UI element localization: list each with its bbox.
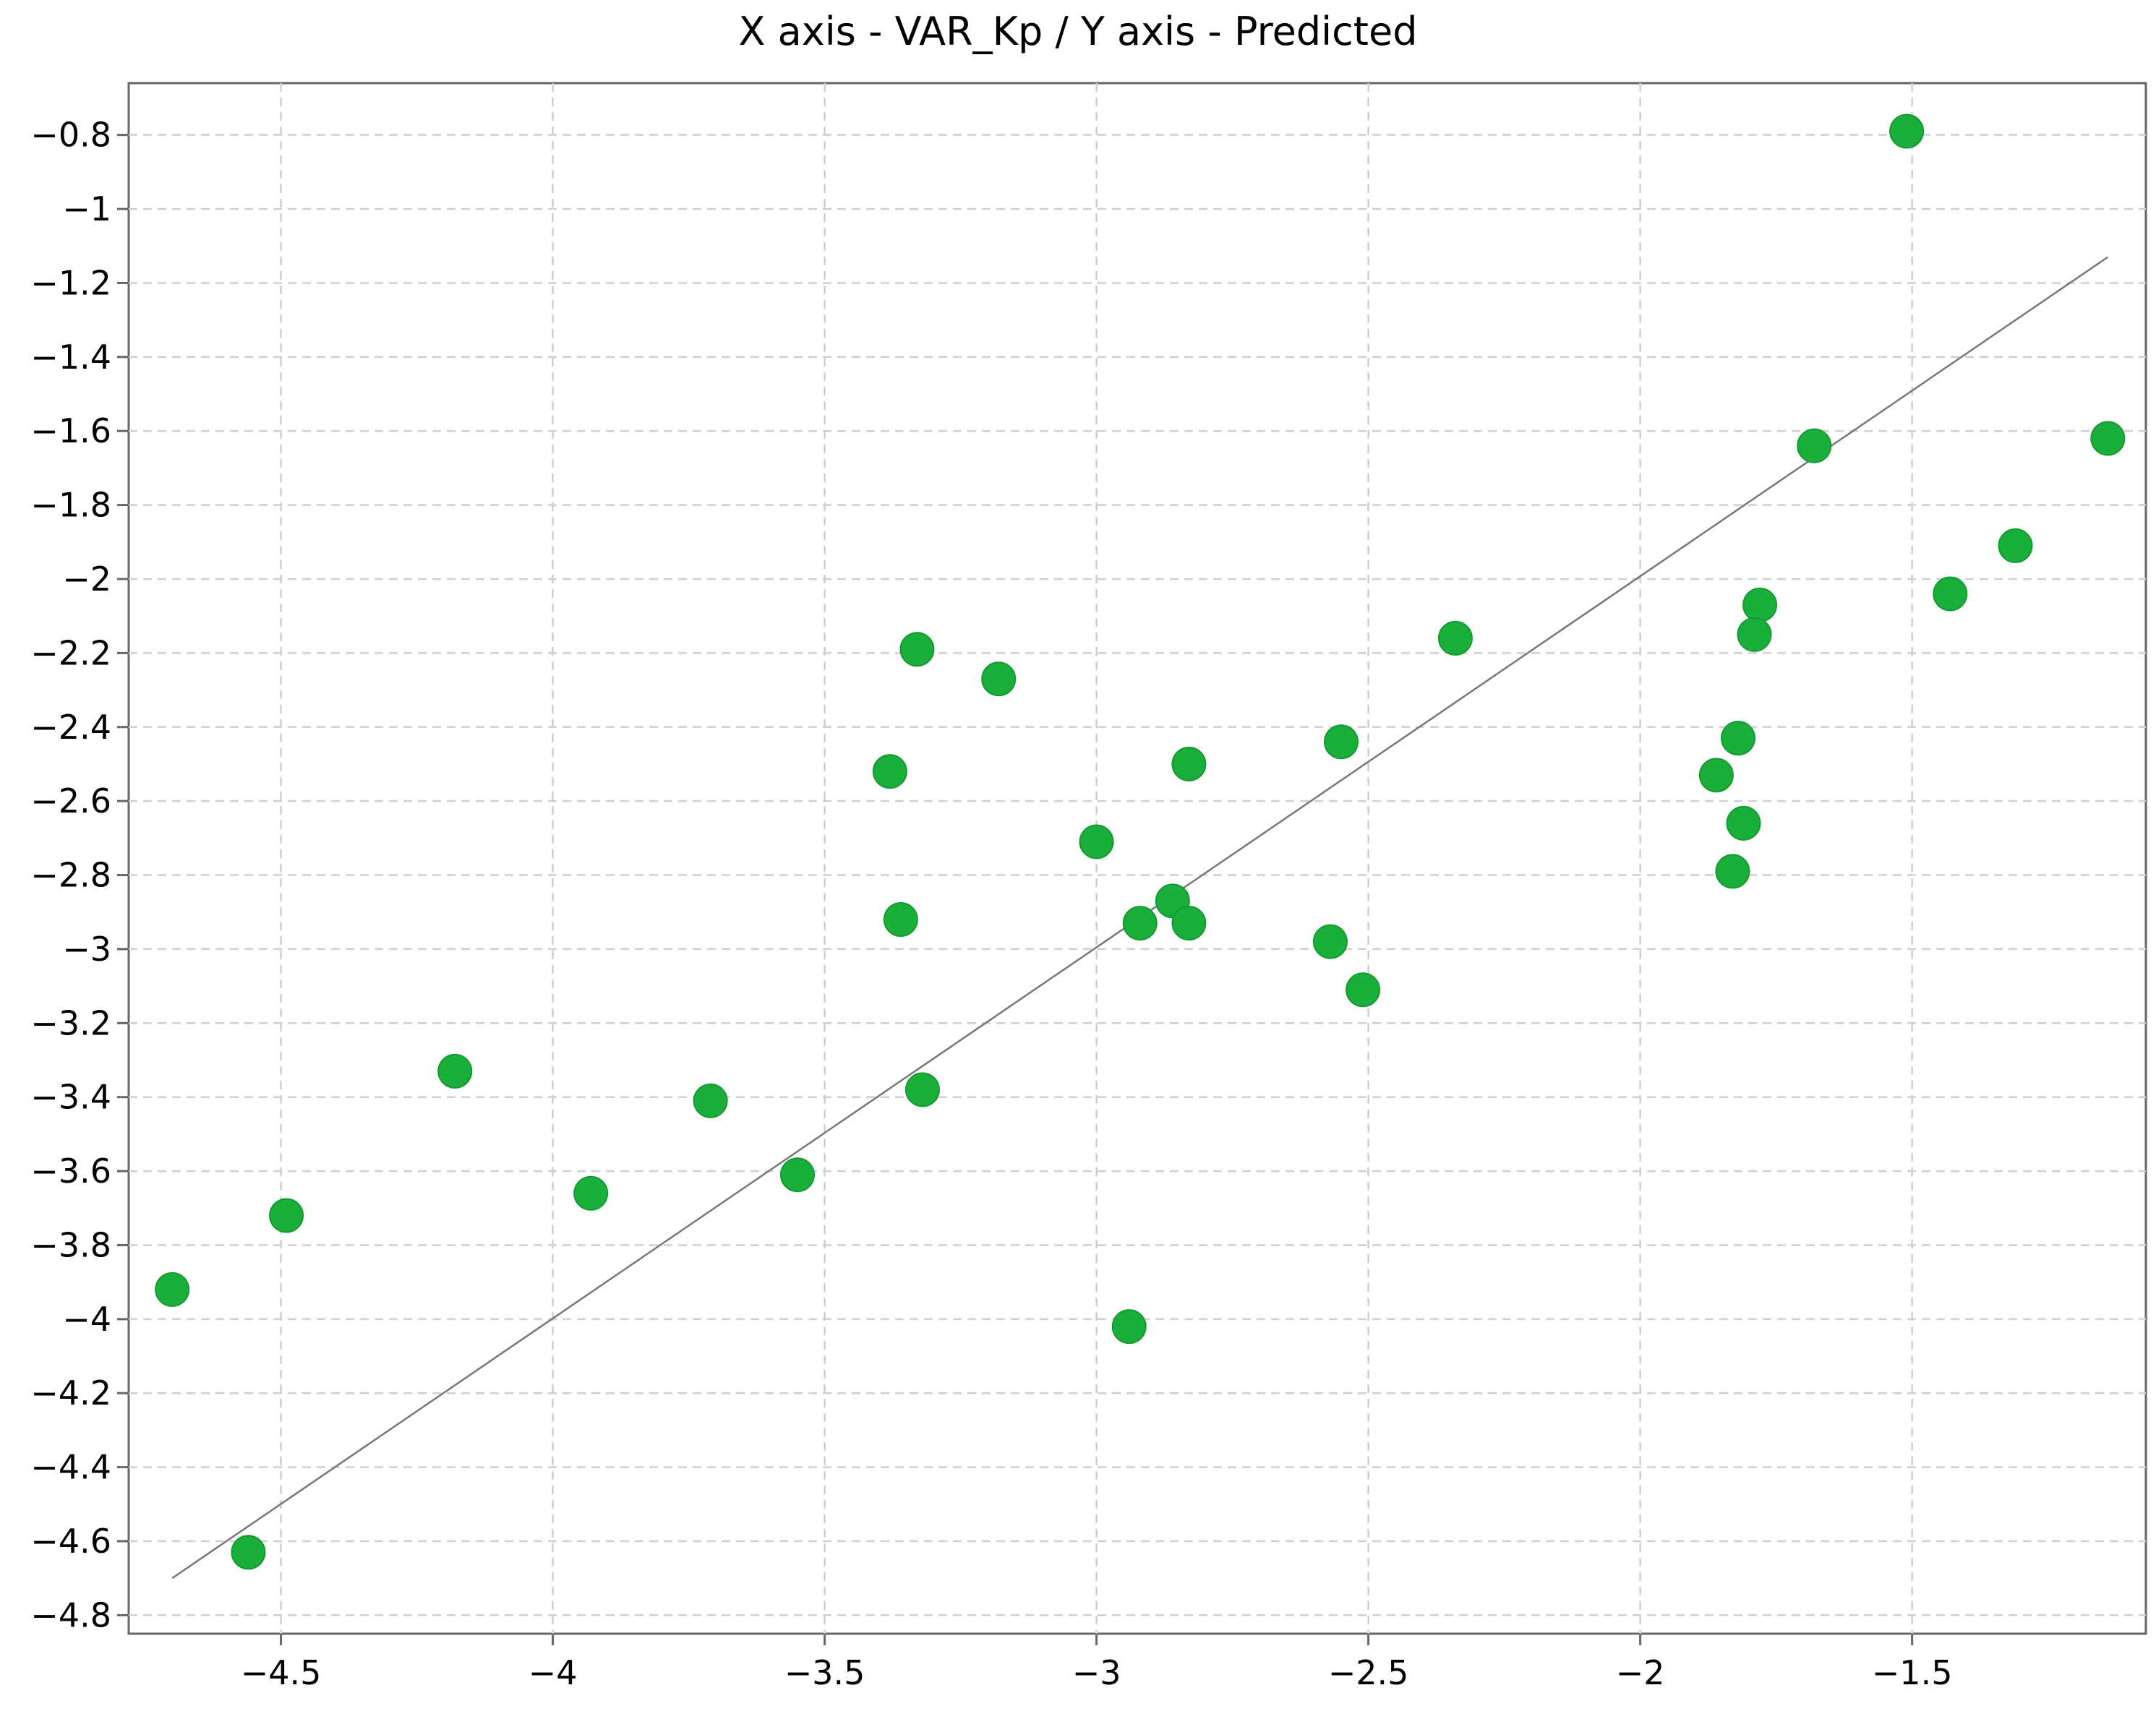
y-tick-label: −1.6 [30, 411, 111, 450]
data-point [1889, 113, 1925, 149]
y-tick-label: −4 [62, 1300, 111, 1339]
data-point [1726, 805, 1761, 841]
x-tick-label: −3 [1072, 1653, 1121, 1692]
y-tick-label: −2 [62, 560, 111, 599]
y-axis: −0.8 −1 −1.2 −1.4 −1.6 −1.8 −2 −2.2 −2.4 −2.6 −2.8… [30, 116, 129, 1634]
data-point [1312, 924, 1348, 959]
y-tick-label: −2.2 [30, 633, 111, 672]
data-point [1171, 906, 1207, 941]
data-point [1737, 617, 1772, 652]
y-tick-label: −2.8 [30, 856, 111, 895]
y-tick-label: −4.6 [30, 1522, 111, 1561]
y-tick-label: −3.6 [30, 1152, 111, 1191]
data-point [1437, 620, 1473, 656]
y-tick-label: −3.8 [30, 1225, 111, 1264]
data-point [1998, 528, 2033, 563]
x-tick-label: −1.5 [1872, 1653, 1953, 1692]
data-point [904, 1072, 940, 1107]
data-point [872, 754, 907, 789]
data-points [155, 113, 2126, 1570]
y-tick-label: −4.8 [30, 1595, 111, 1634]
x-tick-label: −3.5 [784, 1653, 865, 1692]
data-point [1720, 721, 1755, 756]
data-point [693, 1083, 728, 1118]
data-point [1324, 724, 1359, 760]
y-tick-label: −4.2 [30, 1373, 111, 1413]
y-tick-label: −1.8 [30, 486, 111, 525]
x-tick-label: −4 [529, 1653, 578, 1692]
data-point [981, 661, 1017, 697]
y-tick-label: −3 [62, 930, 111, 969]
data-point [1698, 758, 1734, 793]
chart-title: X axis - VAR_Kp / Y axis - Predicted [738, 9, 1418, 54]
data-point [1171, 746, 1207, 781]
y-tick-label: −2.6 [30, 781, 111, 820]
data-point [1797, 428, 1832, 463]
data-point [1933, 576, 1968, 612]
data-point [1715, 854, 1750, 889]
plot-frame [127, 82, 2147, 1635]
x-axis: −4.5 −4 −3.5 −3 −2.5 −2 −1.5 [241, 1634, 1953, 1692]
x-tick-label: −2.5 [1328, 1653, 1409, 1692]
y-tick-label: −1.2 [30, 263, 111, 302]
y-tick-label: −1 [62, 189, 111, 228]
x-tick-label: −4.5 [241, 1653, 322, 1692]
data-point [1122, 906, 1158, 941]
x-tick-label: −2 [1616, 1653, 1665, 1692]
y-tick-label: −3.4 [30, 1078, 111, 1117]
data-point [899, 632, 935, 667]
data-point [269, 1198, 304, 1233]
data-point [1111, 1309, 1147, 1345]
y-tick-label: −3.2 [30, 1003, 111, 1042]
data-point [1346, 972, 1381, 1008]
data-point [437, 1053, 473, 1089]
y-tick-label: −4.4 [30, 1448, 111, 1487]
data-point [2090, 421, 2126, 456]
data-point [1079, 824, 1114, 860]
data-point [231, 1535, 266, 1570]
data-point [883, 901, 918, 937]
data-point [573, 1175, 609, 1211]
data-point [1742, 587, 1778, 622]
data-point [779, 1157, 815, 1193]
y-tick-label: −1.4 [30, 338, 111, 377]
data-point [155, 1272, 190, 1307]
y-tick-label: −2.4 [30, 708, 111, 747]
y-tick-label: −0.8 [30, 116, 111, 155]
